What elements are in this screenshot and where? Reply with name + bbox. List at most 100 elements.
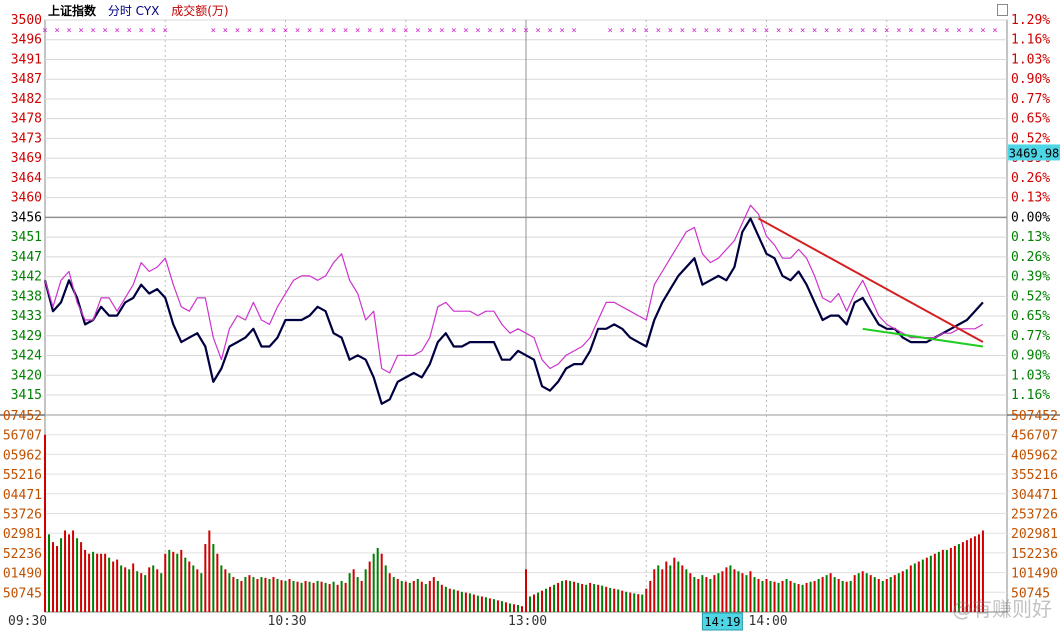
percent-tick-label: 0.90% (1011, 72, 1050, 87)
volume-bar (765, 579, 768, 612)
price-tick-label: 3447 (11, 250, 42, 265)
volume-bar (108, 557, 111, 612)
signal-marker: × (355, 26, 360, 36)
volume-bar (72, 530, 75, 612)
volume-bar (508, 603, 511, 612)
volume-bar (380, 553, 383, 612)
volume-tick-label: 52236 (3, 547, 42, 562)
volume-bar (965, 540, 968, 612)
volume-bar (324, 582, 327, 612)
volume-bar (180, 549, 183, 612)
volume-bar (817, 579, 820, 612)
volume-bar (240, 580, 243, 612)
signal-marker: × (379, 26, 384, 36)
volume-bar (96, 553, 99, 612)
signal-marker: × (668, 26, 673, 36)
volume-bar (953, 546, 956, 612)
volume-bar (577, 582, 580, 612)
volume-bar (761, 580, 764, 612)
volume-bar (212, 544, 215, 612)
signal-marker: × (607, 26, 612, 36)
volume-bar (164, 553, 167, 612)
volume-bar (404, 581, 407, 612)
volume-bar (456, 590, 459, 612)
signal-marker: × (896, 26, 901, 36)
volume-tick-label: 07452 (3, 409, 42, 424)
volume-bar (621, 590, 624, 612)
current-price-tag (1008, 144, 1060, 161)
volume-bar (516, 605, 519, 612)
signal-marker: × (343, 26, 348, 36)
signal-marker: × (776, 26, 781, 36)
volume-label: 成交额(万) (171, 4, 229, 18)
signal-marker: × (836, 26, 841, 36)
signal-marker: × (367, 26, 372, 36)
volume-right-tick-label: 50745 (1011, 586, 1050, 601)
volume-bar (809, 581, 812, 612)
volume-bar (116, 559, 119, 612)
volume-bar (561, 580, 564, 612)
price-tick-label: 3451 (11, 230, 42, 245)
signal-marker: × (439, 26, 444, 36)
volume-bar (849, 580, 852, 612)
signal-marker: × (716, 26, 721, 36)
current-price-value: 3469.98 (1009, 146, 1060, 160)
volume-bar (909, 565, 912, 612)
volume-bar (601, 585, 604, 612)
volume-bar (248, 575, 251, 612)
signal-marker: × (728, 26, 733, 36)
volume-bar (713, 575, 716, 612)
signal-marker: × (259, 26, 264, 36)
volume-bar (929, 555, 932, 612)
volume-bar (853, 575, 856, 612)
volume-bar (797, 584, 800, 612)
volume-bar (857, 573, 860, 612)
volume-bar (949, 547, 952, 612)
volume-bar (557, 582, 560, 612)
volume-tick-label: 53726 (3, 508, 42, 523)
volume-bar (60, 538, 63, 612)
maximize-icon[interactable] (997, 4, 1008, 16)
volume-bar (412, 580, 415, 612)
volume-bar (721, 571, 724, 612)
volume-bar (448, 588, 451, 612)
volume-bar (877, 579, 880, 612)
volume-bar (284, 580, 287, 612)
volume-bar (148, 567, 151, 612)
signal-marker: × (415, 26, 420, 36)
volume-bar (224, 569, 227, 612)
chart-mode[interactable]: 分时 CYX (107, 4, 160, 18)
volume-bar (729, 565, 732, 612)
signal-marker: × (800, 26, 805, 36)
volume-bar (192, 565, 195, 612)
volume-bar (813, 580, 816, 612)
volume-bar (873, 577, 876, 612)
percent-tick-label: 1.16% (1011, 33, 1050, 48)
volume-right-tick-label: 253726 (1011, 508, 1058, 523)
volume-bar (537, 592, 540, 612)
volume-bar (753, 577, 756, 612)
signal-marker: × (295, 26, 300, 36)
signal-marker: × (680, 26, 685, 36)
signal-marker: × (102, 26, 107, 36)
volume-bar (533, 594, 536, 612)
price-tick-label: 3460 (11, 191, 42, 206)
volume-bar (977, 534, 980, 612)
volume-bar (805, 582, 808, 612)
volume-bar (617, 589, 620, 612)
volume-bar (865, 573, 868, 612)
volume-bar (228, 573, 231, 612)
price-tick-label: 3420 (11, 368, 42, 383)
volume-bar (973, 536, 976, 612)
volume-bar (48, 534, 51, 612)
volume-bar (717, 573, 720, 612)
time-tick-label: 10:30 (268, 614, 307, 629)
volume-bar (256, 579, 259, 612)
volume-bar (428, 580, 431, 612)
signal-marker: × (968, 26, 973, 36)
volume-bar (152, 565, 155, 612)
volume-bar (64, 530, 67, 612)
volume-bar (861, 571, 864, 612)
volume-right-tick-label: 456707 (1011, 429, 1058, 444)
